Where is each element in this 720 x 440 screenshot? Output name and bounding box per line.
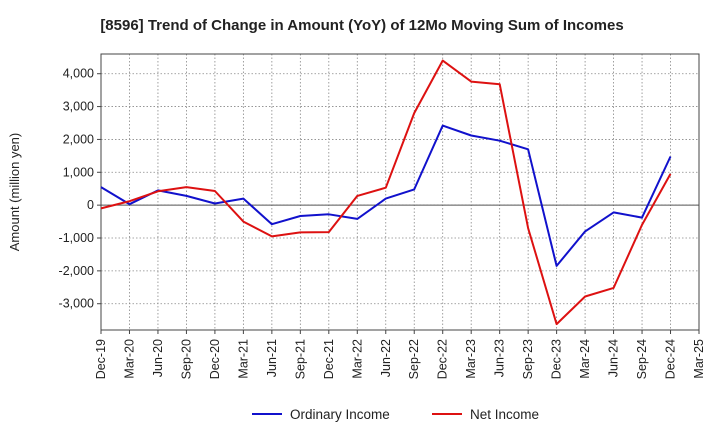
x-tick-label: Mar-23 (464, 339, 478, 379)
x-tick-label: Jun-20 (151, 339, 165, 377)
legend: Ordinary Income Net Income (252, 407, 539, 422)
y-tick-label: -2,000 (59, 264, 94, 278)
x-tick-label: Mar-21 (236, 339, 250, 379)
y-tick-label: -3,000 (59, 297, 94, 311)
axes: Dec-19 Mar-20 Jun-20 Sep-20 Dec-20 Mar-21 Jun-… (59, 53, 706, 379)
x-tick-label: Jun-24 (607, 339, 621, 377)
y-tick-label: 2,000 (63, 132, 94, 146)
x-tick-label: Dec-24 (664, 339, 678, 379)
x-tick-label: Dec-21 (322, 339, 336, 379)
series-line-net-income (100, 59, 672, 326)
plot-area-border (100, 53, 700, 331)
x-tick-label: Dec-19 (94, 339, 108, 379)
x-tick-label: Sep-20 (179, 339, 193, 379)
chart-title: [8596] Trend of Change in Amount (YoY) o… (100, 17, 623, 34)
y-axis-label: Amount (million yen) (7, 133, 22, 252)
x-tick-label: Jun-21 (265, 339, 279, 377)
y-tick-label: 1,000 (63, 165, 94, 179)
x-tick-label: Mar-20 (122, 339, 136, 379)
series-lines (100, 59, 672, 326)
x-tick-label: Dec-23 (550, 339, 564, 379)
x-tick-label: Sep-23 (521, 339, 535, 379)
y-tick-label: 3,000 (63, 100, 94, 114)
x-tick-label: Dec-22 (436, 339, 450, 379)
grid (101, 54, 699, 330)
y-tick-label: 0 (87, 198, 94, 212)
series-line-ordinary-income (100, 124, 672, 267)
x-tick-label: Sep-21 (293, 339, 307, 379)
x-tick-label: Mar-22 (350, 339, 364, 379)
legend-label: Net Income (470, 407, 539, 422)
legend-label: Ordinary Income (290, 407, 390, 422)
x-tick-label: Jun-23 (493, 339, 507, 377)
x-tick-label: Mar-24 (578, 339, 592, 379)
x-tick-label: Jun-22 (379, 339, 393, 377)
x-tick-label: Sep-24 (635, 339, 649, 379)
x-tick-label: Mar-25 (692, 339, 706, 379)
x-tick-label: Dec-20 (208, 339, 222, 379)
y-tick-label: 4,000 (63, 67, 94, 81)
x-tick-label: Sep-22 (407, 339, 421, 379)
y-tick-label: -1,000 (59, 231, 94, 245)
